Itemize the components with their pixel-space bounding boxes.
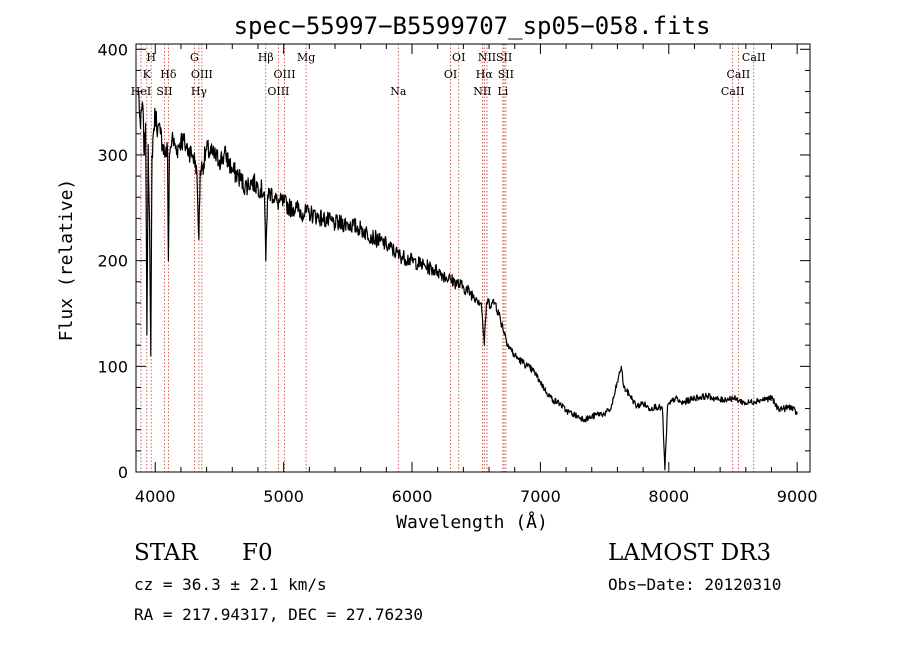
x-tick-label-4: 8000 <box>648 487 689 506</box>
redshift-cz: cz = 36.3 ± 2.1 km/s <box>134 575 327 594</box>
y-axis-label: Flux (relative) <box>56 179 77 342</box>
y-tick-label-4: 400 <box>97 40 128 59</box>
x-tick-label-0: 4000 <box>135 487 176 506</box>
object-subclass: F0 <box>242 540 273 566</box>
y-tick-label-0: 0 <box>118 463 128 482</box>
line-label-22: CaII <box>727 68 751 81</box>
line-label-14: OI <box>452 51 465 64</box>
x-axis-ticks: 4000 5000 6000 7000 8000 9000 <box>135 44 818 506</box>
y-tick-label-3: 300 <box>97 146 128 165</box>
line-label-19: SII <box>496 51 512 64</box>
line-label-17: NII <box>478 51 496 64</box>
spectral-line-labels: HeIKHSIIHδGHγOIIIHβOIIIOIIIMgNaOIOINIIHα… <box>131 51 766 98</box>
line-label-3: SII <box>156 85 172 98</box>
line-label-23: CaII <box>742 51 766 64</box>
line-label-15: NII <box>473 85 491 98</box>
line-label-12: Na <box>390 85 407 98</box>
x-tick-label-5: 9000 <box>777 487 818 506</box>
line-label-0: HeI <box>131 85 151 98</box>
line-label-21: CaII <box>721 85 745 98</box>
survey-name: LAMOST DR3 <box>608 540 772 566</box>
spectral-line-markers <box>140 44 755 472</box>
line-label-20: SII <box>498 68 514 81</box>
line-label-4: Hδ <box>160 68 177 81</box>
object-class: STAR <box>134 540 198 566</box>
line-label-2: H <box>146 51 156 64</box>
line-label-11: Mg <box>297 51 315 64</box>
spectrum-line <box>138 91 798 471</box>
line-label-1: K <box>143 68 152 81</box>
line-label-18: Li <box>497 85 508 98</box>
line-label-6: Hγ <box>191 85 208 98</box>
line-label-5: G <box>190 51 199 64</box>
line-label-10: OIII <box>274 68 296 81</box>
line-label-9: OIII <box>267 85 289 98</box>
x-axis-label: Wavelength (Å) <box>396 511 548 533</box>
line-label-8: Hβ <box>258 51 274 64</box>
plot-frame <box>135 43 811 473</box>
x-tick-label-3: 7000 <box>520 487 561 506</box>
y-tick-label-1: 100 <box>97 357 128 376</box>
line-label-7: OIII <box>191 68 213 81</box>
line-label-13: OI <box>444 68 457 81</box>
y-tick-label-2: 200 <box>97 252 128 271</box>
x-tick-label-2: 6000 <box>392 487 433 506</box>
y-axis-ticks: 0 100 200 300 400 <box>97 40 810 482</box>
observation-date: Obs−Date: 20120310 <box>608 575 782 594</box>
ra-dec-coordinates: RA = 217.94317, DEC = 27.76230 <box>134 605 423 624</box>
x-tick-label-1: 5000 <box>263 487 304 506</box>
line-label-16: Hα <box>476 68 494 81</box>
chart-title: spec−55997−B5599707_sp05−058.fits <box>234 12 711 40</box>
